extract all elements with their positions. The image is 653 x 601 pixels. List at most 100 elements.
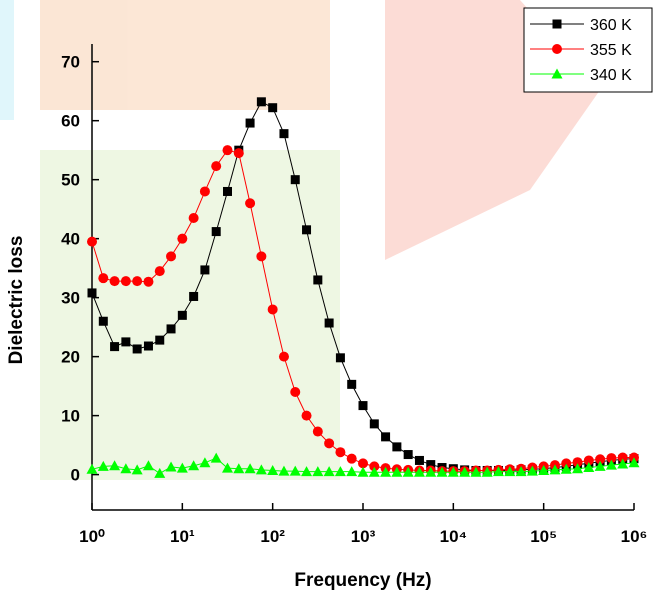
marker <box>526 465 538 476</box>
marker <box>347 379 357 389</box>
marker <box>143 341 153 351</box>
marker <box>606 453 617 464</box>
y-tick-label: 70 <box>61 53 80 72</box>
marker <box>617 458 629 469</box>
y-tick-label: 60 <box>61 112 80 131</box>
marker <box>154 467 166 478</box>
marker <box>492 466 504 477</box>
marker <box>583 455 594 466</box>
marker <box>222 145 233 156</box>
marker <box>200 265 210 275</box>
marker <box>166 251 177 262</box>
marker <box>335 353 345 363</box>
marker <box>177 233 188 244</box>
x-tick-label: 10⁵ <box>530 527 557 546</box>
legend: 360 K 355 K 340 K <box>523 7 653 93</box>
marker <box>380 466 392 477</box>
marker <box>278 351 289 362</box>
marker <box>109 276 120 287</box>
marker <box>617 452 628 463</box>
marker <box>189 291 199 301</box>
marker <box>131 464 143 475</box>
marker <box>244 463 256 474</box>
y-tick-label: 40 <box>61 230 80 249</box>
marker <box>154 266 165 277</box>
marker <box>176 462 188 473</box>
marker <box>245 198 256 209</box>
marker <box>302 225 312 235</box>
marker <box>324 438 335 449</box>
marker <box>504 466 516 477</box>
marker <box>426 460 436 470</box>
marker <box>132 276 143 287</box>
x-tick-label: 10³ <box>351 527 376 546</box>
marker <box>256 251 267 262</box>
marker <box>210 452 222 463</box>
y-tick-label: 0 <box>71 466 80 485</box>
marker <box>199 457 211 468</box>
marker <box>583 462 595 473</box>
marker <box>97 460 109 471</box>
marker <box>515 466 527 477</box>
marker <box>369 419 379 429</box>
marker <box>132 344 142 354</box>
marker <box>120 463 132 474</box>
marker <box>538 464 550 475</box>
marker <box>403 450 413 460</box>
marker <box>278 465 290 476</box>
marker <box>324 318 334 328</box>
marker <box>358 458 368 469</box>
marker <box>436 466 448 477</box>
marker <box>211 161 222 172</box>
marker <box>391 466 403 477</box>
marker <box>560 463 572 474</box>
marker <box>392 442 402 452</box>
marker <box>459 466 471 477</box>
legend-marker <box>551 68 563 79</box>
marker <box>109 460 121 471</box>
legend-marker <box>552 19 562 29</box>
marker <box>211 227 221 237</box>
marker <box>312 426 323 437</box>
x-tick-label: 10⁴ <box>440 527 467 546</box>
marker <box>413 466 425 477</box>
y-axis-title: Dielectric loss <box>6 236 27 365</box>
y-tick-label: 20 <box>61 348 80 367</box>
marker <box>289 465 301 476</box>
marker <box>312 466 324 477</box>
marker <box>268 103 278 113</box>
marker <box>188 213 199 224</box>
marker <box>346 466 358 477</box>
marker <box>335 447 346 458</box>
marker <box>233 463 245 474</box>
marker <box>605 459 617 470</box>
marker <box>425 466 437 477</box>
x-tick-label: 10² <box>260 527 285 546</box>
marker <box>402 466 414 477</box>
legend-label: 340 K <box>590 67 632 84</box>
marker <box>188 460 200 471</box>
marker <box>572 457 583 468</box>
marker <box>334 466 346 477</box>
marker <box>595 454 606 465</box>
marker <box>549 464 561 475</box>
legend-label: 355 K <box>590 42 632 59</box>
marker <box>414 455 424 465</box>
watermark-shape <box>40 150 340 480</box>
marker <box>369 461 380 472</box>
marker <box>142 460 154 471</box>
marker <box>255 464 267 475</box>
marker <box>346 453 357 464</box>
marker <box>561 458 572 469</box>
marker <box>313 275 323 285</box>
marker <box>368 466 380 477</box>
x-tick-label: 10¹ <box>170 527 195 546</box>
marker <box>594 460 606 471</box>
marker <box>267 464 279 475</box>
marker <box>447 466 459 477</box>
marker <box>221 462 233 473</box>
marker <box>470 466 482 477</box>
marker <box>121 337 131 347</box>
marker <box>358 401 368 411</box>
